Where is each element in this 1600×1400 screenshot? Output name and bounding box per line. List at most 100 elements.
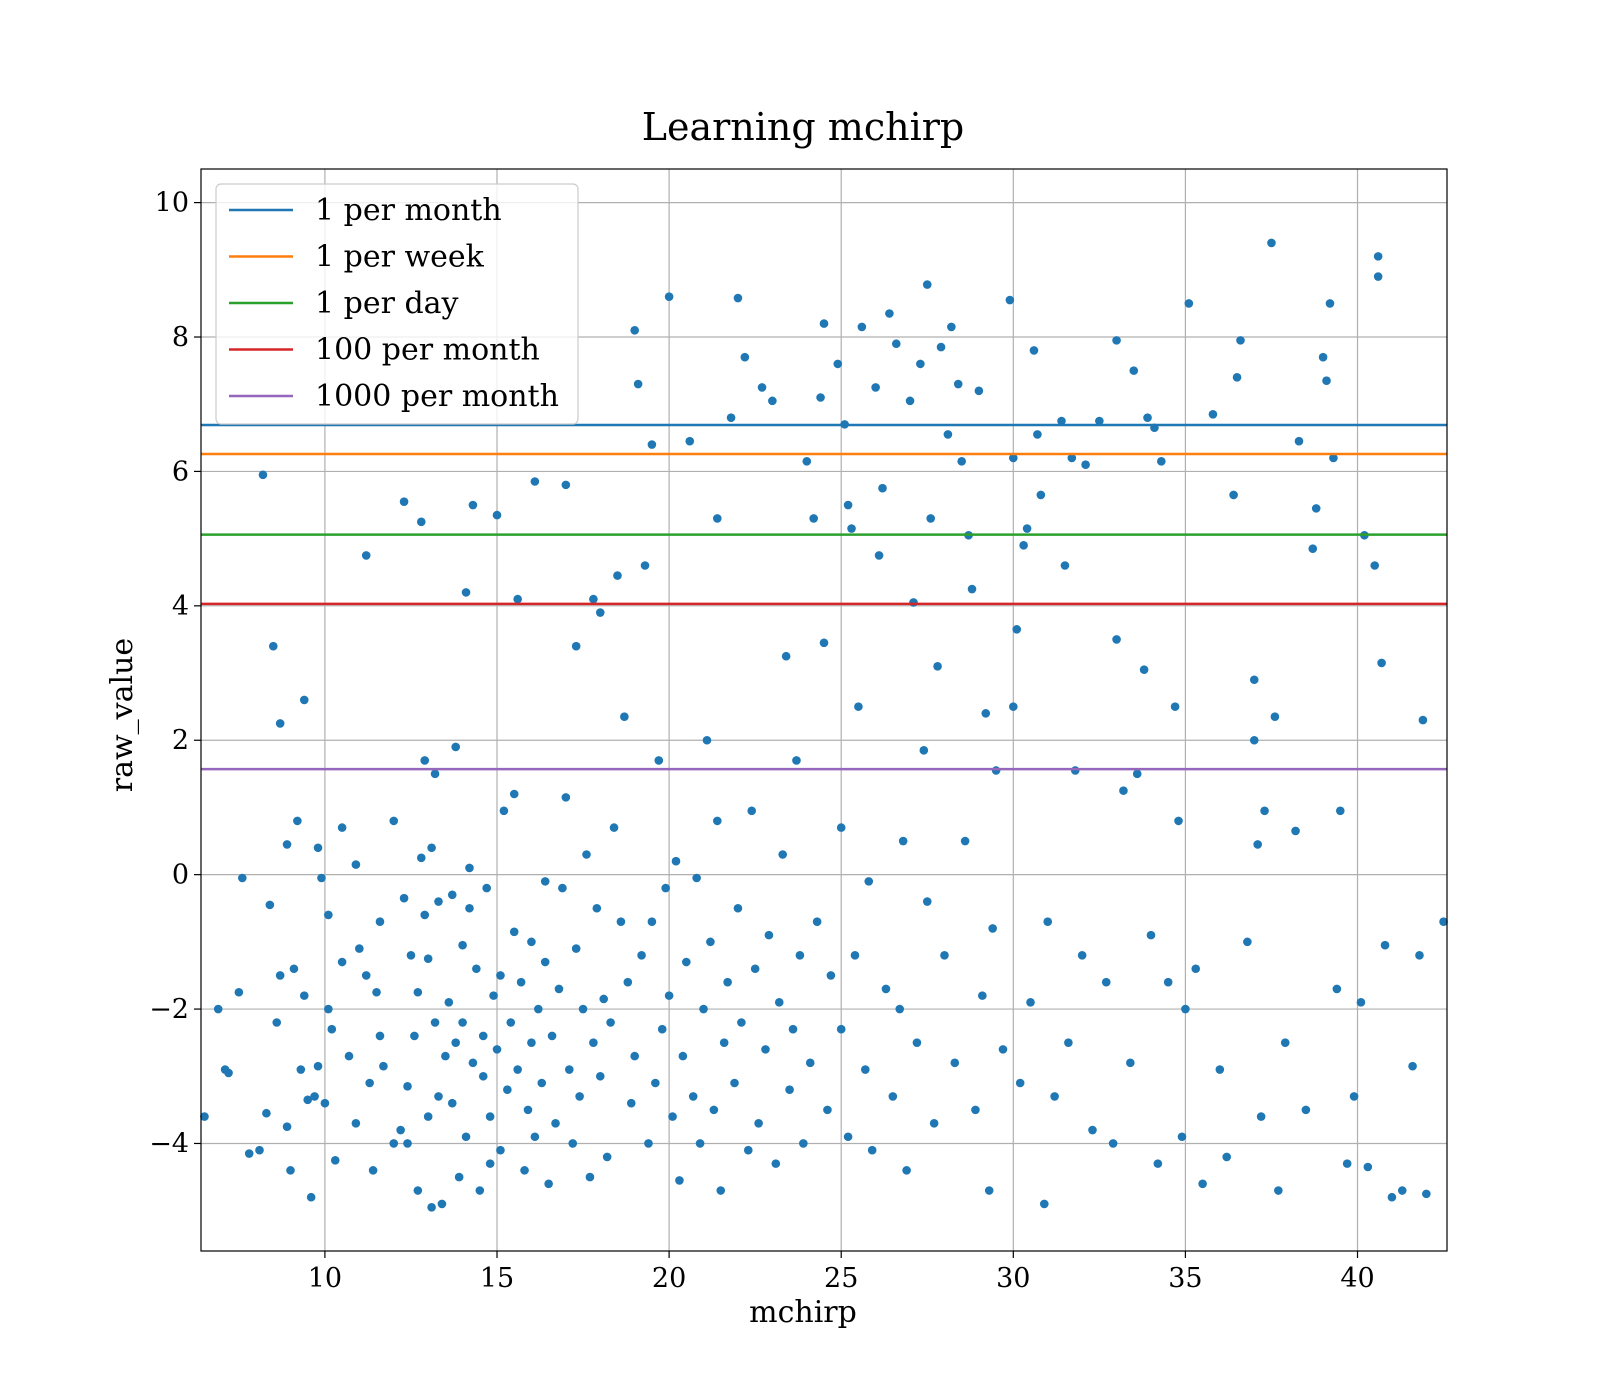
data-point bbox=[461, 588, 471, 597]
data-point bbox=[885, 309, 894, 318]
data-point bbox=[1249, 675, 1259, 685]
data-point bbox=[296, 1065, 306, 1074]
data-point bbox=[416, 853, 426, 863]
data-point bbox=[630, 325, 639, 335]
data-point bbox=[998, 1045, 1008, 1054]
data-point bbox=[743, 1145, 753, 1155]
data-point bbox=[265, 900, 275, 910]
data-point bbox=[234, 987, 244, 997]
data-point bbox=[1243, 937, 1252, 947]
data-point bbox=[1253, 840, 1262, 849]
data-point bbox=[410, 1031, 419, 1041]
data-point bbox=[289, 964, 299, 974]
data-point bbox=[1236, 336, 1245, 345]
data-point bbox=[967, 584, 977, 594]
data-point bbox=[692, 873, 701, 883]
data-point bbox=[527, 937, 536, 947]
data-point bbox=[420, 910, 430, 920]
x-tick-label: 35 bbox=[1168, 1263, 1202, 1294]
data-point bbox=[1322, 376, 1331, 385]
data-point bbox=[482, 883, 491, 893]
data-point bbox=[1291, 826, 1300, 836]
data-point bbox=[606, 1018, 615, 1027]
data-point bbox=[1349, 1092, 1359, 1101]
data-point bbox=[819, 638, 829, 648]
data-point bbox=[616, 917, 626, 926]
data-point bbox=[943, 430, 953, 439]
data-point bbox=[1198, 1179, 1207, 1189]
y-tick-label: 0 bbox=[172, 860, 189, 891]
data-point bbox=[396, 1125, 405, 1135]
data-point bbox=[695, 1139, 705, 1148]
data-point bbox=[978, 991, 987, 1000]
data-point bbox=[306, 1192, 316, 1202]
data-point bbox=[513, 594, 522, 604]
data-point bbox=[940, 950, 949, 960]
data-point bbox=[268, 641, 278, 651]
data-point bbox=[1129, 366, 1139, 375]
data-point bbox=[540, 877, 550, 886]
data-point bbox=[200, 1112, 209, 1121]
data-point bbox=[750, 964, 760, 974]
data-point bbox=[561, 793, 571, 802]
data-point bbox=[499, 806, 509, 816]
data-point bbox=[1191, 964, 1201, 974]
data-point bbox=[554, 984, 564, 994]
data-point bbox=[447, 890, 457, 900]
data-point bbox=[399, 497, 409, 506]
data-point bbox=[664, 292, 674, 301]
data-point bbox=[262, 1108, 271, 1118]
x-tick-label: 10 bbox=[308, 1263, 342, 1294]
data-point bbox=[530, 477, 540, 486]
data-point bbox=[781, 651, 791, 661]
data-point bbox=[1311, 504, 1321, 513]
data-point bbox=[282, 1122, 292, 1131]
data-point bbox=[485, 1112, 495, 1121]
data-point bbox=[330, 1155, 340, 1165]
data-point bbox=[1112, 336, 1121, 345]
data-point bbox=[1174, 816, 1183, 826]
data-point bbox=[1373, 272, 1383, 281]
data-point bbox=[361, 551, 371, 560]
data-point bbox=[1177, 1132, 1187, 1142]
data-point bbox=[317, 873, 326, 883]
data-point bbox=[861, 1065, 870, 1074]
data-point bbox=[286, 1166, 295, 1175]
data-point bbox=[909, 598, 918, 607]
data-point bbox=[602, 1152, 612, 1162]
legend: 1 per month 1 per week 1 per day 100 per mo… bbox=[215, 183, 579, 425]
data-point bbox=[592, 903, 602, 913]
data-point bbox=[1088, 1125, 1097, 1135]
data-point bbox=[420, 756, 430, 765]
data-point bbox=[709, 1105, 719, 1115]
data-point bbox=[1139, 665, 1149, 674]
data-point bbox=[947, 322, 956, 332]
legend-label: 1 per day bbox=[315, 286, 459, 321]
data-point bbox=[740, 352, 750, 362]
data-point bbox=[423, 954, 433, 963]
data-point bbox=[492, 510, 502, 520]
data-point bbox=[475, 1186, 485, 1195]
data-point bbox=[933, 662, 942, 671]
data-point bbox=[712, 514, 722, 523]
data-point bbox=[585, 1172, 595, 1182]
data-point bbox=[282, 840, 292, 849]
data-point bbox=[888, 1092, 898, 1101]
data-point bbox=[1012, 625, 1022, 634]
data-point bbox=[768, 396, 777, 406]
data-point bbox=[324, 1004, 333, 1014]
data-point bbox=[1439, 917, 1448, 926]
legend-label: 1 per week bbox=[315, 240, 485, 275]
data-point bbox=[368, 1166, 378, 1175]
y-tick-label: 2 bbox=[172, 725, 189, 756]
data-point bbox=[1095, 416, 1104, 426]
data-point bbox=[272, 1018, 282, 1027]
data-point bbox=[809, 514, 818, 523]
data-point bbox=[509, 789, 519, 799]
y-tick-label: 4 bbox=[172, 591, 189, 622]
data-point bbox=[534, 1004, 543, 1014]
data-point bbox=[891, 339, 901, 349]
data-point bbox=[1057, 416, 1066, 426]
data-point bbox=[905, 396, 915, 406]
data-point bbox=[427, 1203, 436, 1212]
